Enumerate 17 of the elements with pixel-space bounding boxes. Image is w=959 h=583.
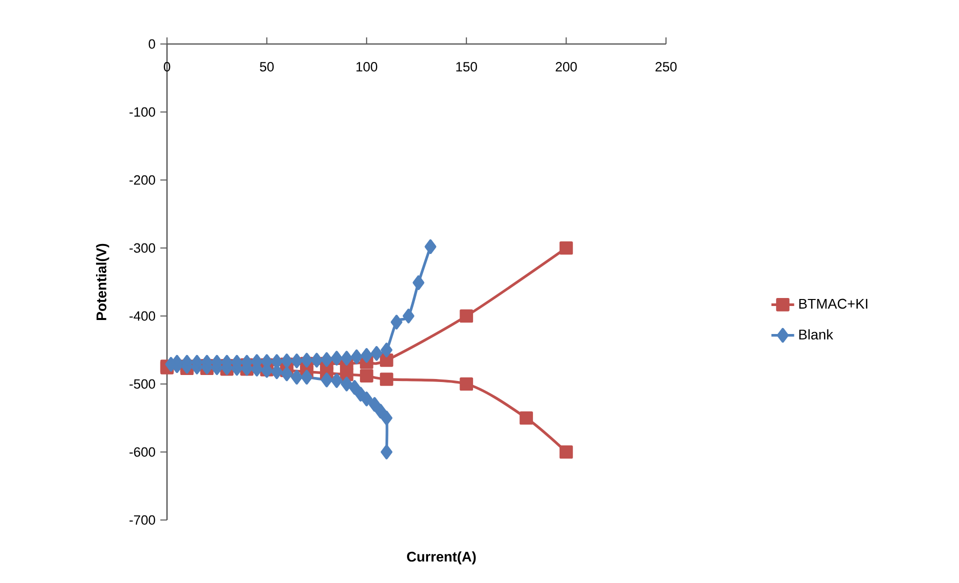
y-tick-label: -100 — [130, 107, 156, 117]
x-axis-title: Current(A) — [407, 551, 476, 564]
y-tick-label: 0 — [148, 39, 156, 49]
y-tick-label: -200 — [130, 175, 156, 185]
legend-label: BTMAC+KI — [799, 298, 868, 309]
y-tick-label: -600 — [130, 447, 156, 457]
x-tick-label: 200 — [556, 62, 577, 72]
x-tick-label: 150 — [456, 62, 478, 72]
x-tick-label: 250 — [656, 62, 677, 72]
y-axis-title: Potential(V) — [96, 244, 110, 320]
legend-label: Blank — [799, 329, 834, 340]
y-tick-label: -500 — [130, 379, 156, 389]
x-tick-label: 100 — [356, 62, 378, 72]
y-tick-label: -300 — [130, 243, 156, 253]
y-tick-label: -700 — [130, 515, 156, 525]
y-tick-label: -400 — [130, 311, 156, 321]
x-tick-label: 50 — [260, 62, 274, 72]
